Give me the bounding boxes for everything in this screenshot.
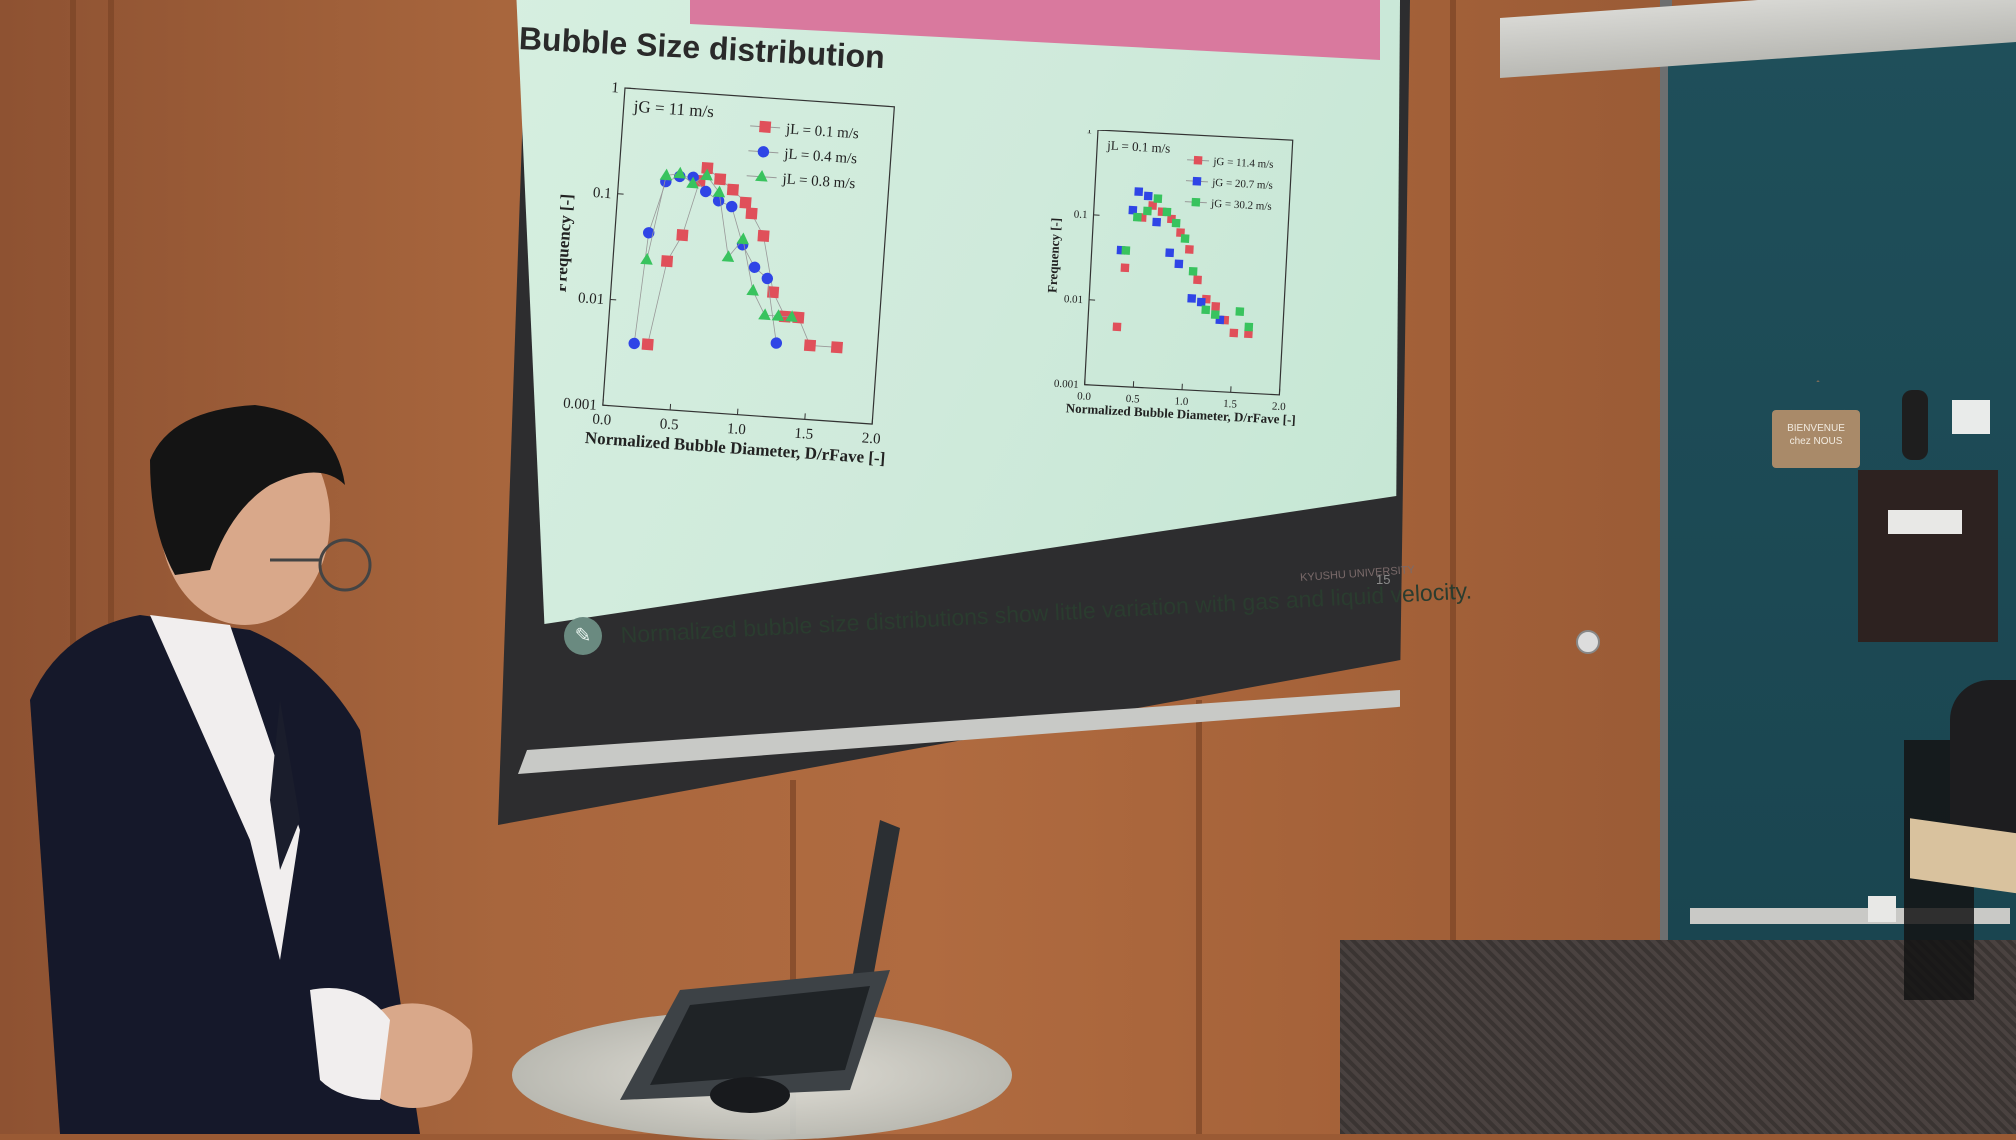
data-point [1172, 219, 1181, 228]
data-point [1121, 263, 1130, 272]
board-label [1888, 510, 1962, 534]
y-tick-label: 0.01 [577, 290, 604, 308]
light-switch [1952, 400, 1990, 434]
welcome-sign: BIENVENUE chez NOUS [1772, 410, 1860, 468]
data-point [661, 255, 673, 267]
legend-label: jG = 30.2 m/s [1210, 198, 1272, 213]
legend-marker [1191, 198, 1200, 207]
legend-marker [757, 146, 769, 158]
y-tick-label: 0.1 [592, 185, 612, 202]
data-point [673, 166, 686, 178]
data-point [736, 232, 749, 244]
legend-label: jG = 11.4 m/s [1212, 156, 1274, 171]
data-point [1121, 246, 1130, 255]
data-point [831, 341, 843, 353]
data-point [804, 339, 816, 351]
data-point [1152, 218, 1161, 227]
data-point [1144, 192, 1153, 201]
x-tick-label: 0.0 [592, 412, 612, 429]
data-point [1153, 194, 1162, 203]
data-point [1189, 267, 1198, 276]
legend-marker [759, 121, 771, 133]
data-point [770, 337, 782, 349]
y-tick-label: 1 [1086, 130, 1092, 136]
legend-marker [755, 170, 768, 182]
y-axis-label: Frequency [-] [560, 193, 576, 292]
data-point [676, 229, 688, 241]
data-point [1143, 207, 1152, 216]
data-point [714, 173, 726, 185]
legend-label: jG = 20.7 m/s [1211, 177, 1273, 192]
thermostat [1576, 630, 1600, 654]
data-point [1187, 294, 1196, 303]
power-outlet [1868, 896, 1896, 922]
data-point [640, 252, 653, 264]
laptop[interactable] [620, 820, 990, 1120]
chart-annotation: jG = 11 m/s [632, 97, 714, 122]
data-point [1113, 322, 1122, 331]
data-point [713, 185, 726, 197]
data-point [1134, 187, 1143, 196]
presenter [0, 400, 520, 1134]
data-point [628, 337, 640, 349]
data-point [642, 338, 654, 350]
seated-person [1950, 680, 2016, 840]
data-point [1163, 208, 1172, 217]
x-tick-label: 2.0 [861, 430, 881, 447]
data-point [1174, 259, 1183, 268]
pencil-icon[interactable]: ✎ [564, 617, 602, 655]
data-point [758, 308, 771, 320]
y-axis-label: Frequency [-] [1044, 217, 1063, 293]
data-point [1185, 245, 1194, 254]
data-point [1235, 307, 1244, 316]
x-tick-label: 0.5 [659, 416, 679, 433]
sign-line-1: BIENVENUE [1772, 422, 1860, 435]
y-tick-label: 0.01 [1064, 293, 1084, 306]
dark-board [1858, 470, 1998, 642]
legend-marker [1193, 177, 1202, 186]
wall-panel-seam [1196, 700, 1202, 1134]
data-point [1244, 323, 1253, 332]
legend-label: jL = 0.1 m/s [784, 121, 859, 142]
data-point [1181, 234, 1190, 243]
series-line [648, 165, 849, 358]
series-line [634, 174, 787, 353]
legend-marker [1194, 156, 1203, 165]
data-point [1193, 275, 1202, 284]
legend-label: jL = 0.4 m/s [783, 146, 858, 167]
data-point [727, 184, 739, 196]
data-point [739, 197, 751, 209]
data-point [757, 230, 769, 242]
x-tick-label: 1.5 [794, 426, 814, 443]
wall-phone [1902, 390, 1928, 460]
data-point [745, 207, 757, 219]
data-point [746, 283, 759, 295]
y-tick-label: 0.001 [563, 395, 598, 413]
slide-page-number: 15 [1376, 572, 1390, 587]
data-point [726, 201, 738, 213]
data-point [1229, 329, 1238, 338]
data-point [1211, 302, 1220, 311]
sign-line-2: chez NOUS [1772, 435, 1860, 448]
data-point [1197, 298, 1206, 307]
legend-label: jL = 0.8 m/s [781, 171, 856, 192]
y-tick-label: 0.001 [1054, 378, 1079, 391]
y-tick-label: 0.1 [1073, 209, 1087, 222]
data-point [1201, 305, 1210, 314]
x-tick-label: 1.0 [727, 421, 747, 438]
data-point [660, 168, 673, 180]
data-point [1133, 213, 1142, 222]
data-point [1165, 248, 1174, 257]
data-point [1211, 310, 1220, 319]
chart-annotation: jL = 0.1 m/s [1106, 137, 1171, 155]
y-tick-label: 1 [611, 80, 620, 96]
